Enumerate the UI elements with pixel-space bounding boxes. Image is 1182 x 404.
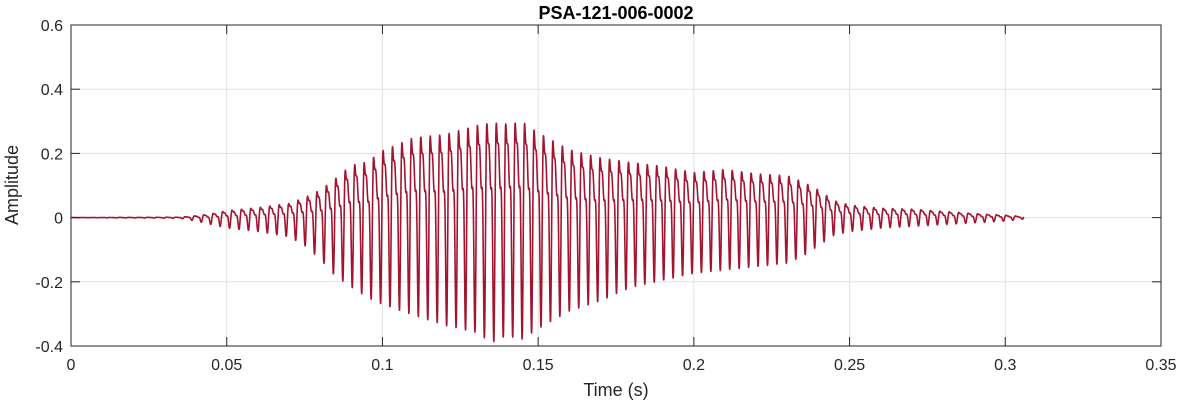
- x-tick-label: 0.25: [834, 357, 865, 374]
- x-tick-label: 0.05: [211, 357, 242, 374]
- waveform-line: [70, 122, 1025, 343]
- series-layer: [70, 122, 1025, 343]
- x-tick-label: 0.2: [683, 357, 705, 374]
- x-tick-label: 0.1: [371, 357, 393, 374]
- x-tick-label: 0.15: [523, 357, 554, 374]
- x-tick-labels: 0 0.05 0.1 0.15 0.2 0.25 0.3 0.35: [67, 357, 1177, 374]
- y-tick-label: -0.4: [35, 339, 63, 356]
- x-tick-label: 0.3: [994, 357, 1016, 374]
- plot-frame: [70, 24, 1162, 347]
- y-tick-label: 0.4: [41, 82, 63, 99]
- y-tick-label: -0.2: [35, 275, 63, 292]
- y-axis-label: Amplitude: [2, 145, 22, 225]
- y-tick-label: 0.6: [41, 18, 63, 35]
- plot-area: [71, 25, 1161, 346]
- x-tick-label: 0.35: [1145, 357, 1176, 374]
- x-tick-label: 0: [67, 357, 76, 374]
- y-tick-label: 0: [54, 211, 63, 228]
- y-tick-labels: -0.4 -0.2 0 0.2 0.4 0.6: [35, 18, 63, 356]
- chart-title: PSA-121-006-0002: [538, 3, 693, 23]
- x-axis-label: Time (s): [583, 380, 648, 400]
- y-tick-label: 0.2: [41, 146, 63, 163]
- ticks: [70, 24, 1162, 347]
